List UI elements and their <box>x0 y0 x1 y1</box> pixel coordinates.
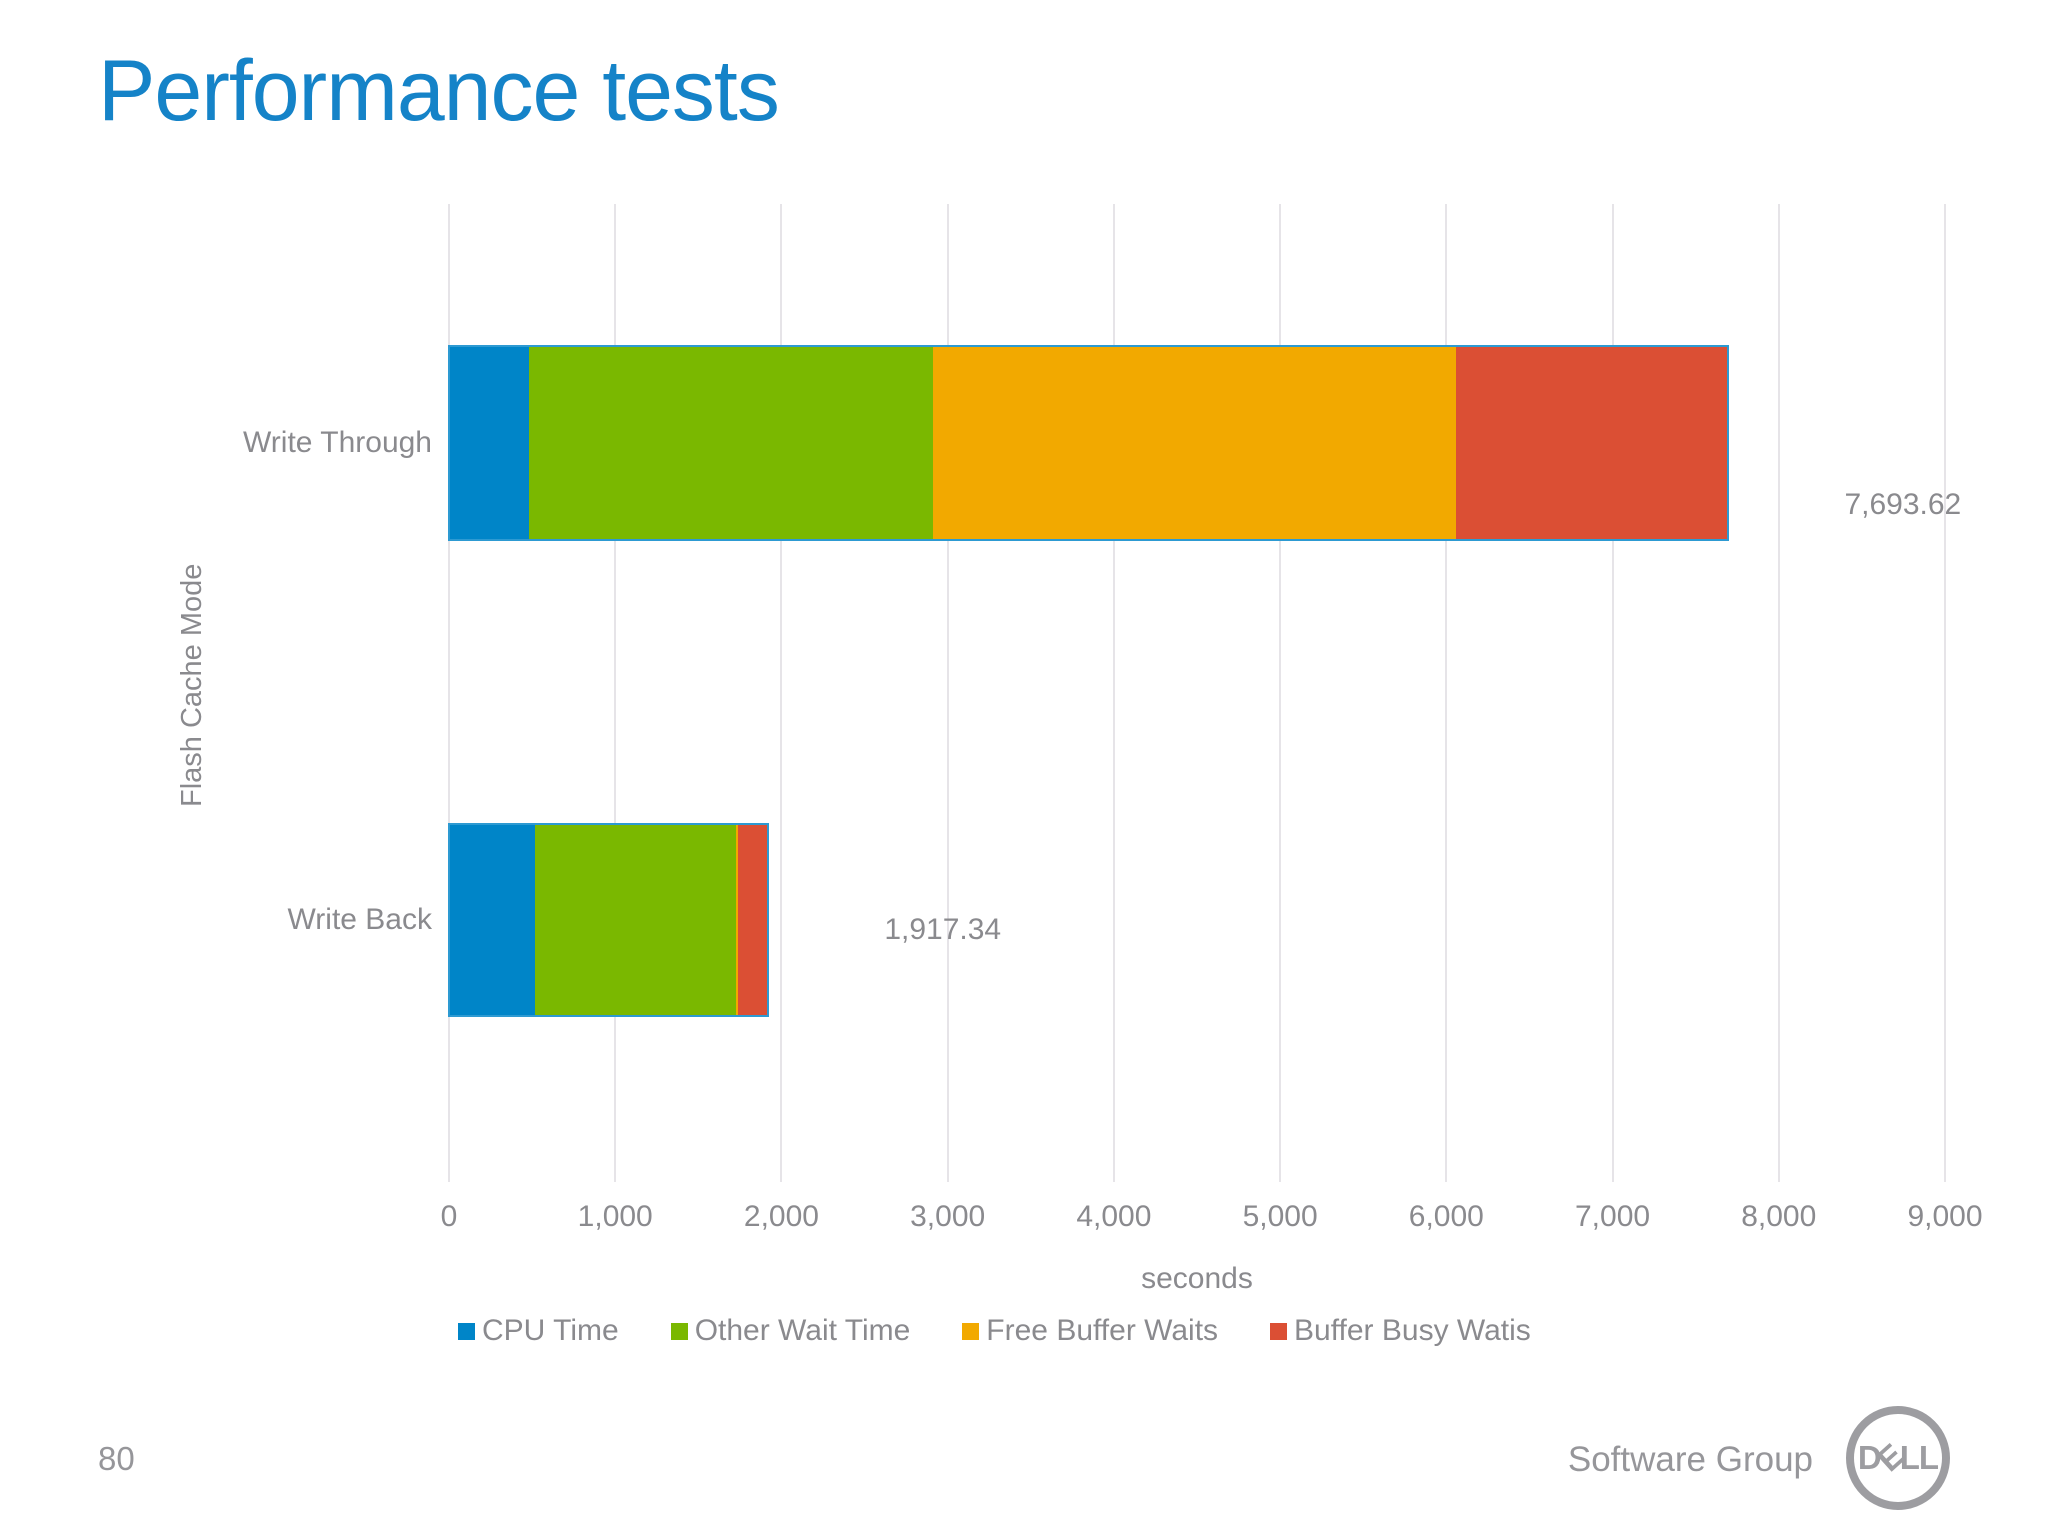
x-tick-label: 5,000 <box>1242 1200 1318 1233</box>
dell-logo-letter-d: D <box>1857 1439 1882 1476</box>
legend-label: Buffer Busy Watis <box>1294 1314 1531 1347</box>
bar-segment <box>738 824 768 1016</box>
bar-segment <box>736 824 739 1016</box>
category-label: Write Through <box>243 426 432 459</box>
gridline <box>1445 204 1448 1182</box>
bar-segment <box>1456 346 1728 540</box>
x-tick-label: 9,000 <box>1907 1200 1983 1233</box>
bar-segment <box>449 346 529 540</box>
gridline <box>1944 204 1946 1182</box>
gridline <box>1279 204 1282 1182</box>
footer-text: Software Group <box>1567 1440 1813 1479</box>
legend-label: Other Wait Time <box>694 1314 911 1347</box>
legend-swatch <box>458 1322 475 1340</box>
legend: CPU Time Other Wait Time Free Buffer Waits… <box>458 1314 1531 1348</box>
legend-swatch <box>962 1322 980 1340</box>
legend-item: Free Buffer Waits <box>962 1314 1218 1348</box>
bar-total-label: 7,693.62 <box>1844 488 1962 521</box>
x-tick-label: 2,000 <box>743 1200 819 1233</box>
stacked-bar <box>448 345 1729 541</box>
x-tick-label: 6,000 <box>1408 1200 1484 1233</box>
gridline <box>614 204 617 1182</box>
gridline <box>448 204 450 1182</box>
gridline <box>1112 204 1115 1182</box>
legend-item: CPU Time <box>458 1314 619 1348</box>
x-tick-label: 7,000 <box>1575 1200 1651 1233</box>
gridline <box>1611 204 1614 1182</box>
gridline <box>946 204 949 1182</box>
bar-segment <box>528 346 934 540</box>
bar-segment <box>933 346 1457 540</box>
legend-swatch <box>1270 1322 1288 1340</box>
bar-segment <box>535 824 737 1016</box>
page-number: 80 <box>98 1440 135 1477</box>
x-tick-label: 0 <box>440 1200 458 1233</box>
y-axis-title: Flash Cache Mode <box>176 563 208 807</box>
x-tick-label: 1,000 <box>577 1200 653 1233</box>
x-tick-label: 8,000 <box>1741 1200 1817 1233</box>
slide-title: Performance tests <box>98 43 780 139</box>
legend-label: CPU Time <box>482 1314 619 1347</box>
gridline <box>1777 204 1780 1182</box>
legend-item: Buffer Busy Watis <box>1270 1314 1531 1348</box>
dell-logo-letters-ll: LL <box>1899 1439 1939 1476</box>
legend-label: Free Buffer Waits <box>986 1314 1219 1347</box>
legend-swatch <box>670 1322 688 1340</box>
legend-item: Other Wait Time <box>670 1314 911 1348</box>
bar-total-label: 1,917.34 <box>884 913 1002 946</box>
gridline <box>780 204 783 1182</box>
dell-logo: D E LL <box>1846 1406 1950 1510</box>
bar-segment <box>449 824 536 1016</box>
category-label: Write Back <box>287 903 432 936</box>
x-axis-title: seconds <box>1141 1262 1253 1295</box>
x-tick-label: 3,000 <box>910 1200 986 1233</box>
stacked-bar <box>448 823 769 1017</box>
x-tick-label: 4,000 <box>1076 1200 1152 1233</box>
